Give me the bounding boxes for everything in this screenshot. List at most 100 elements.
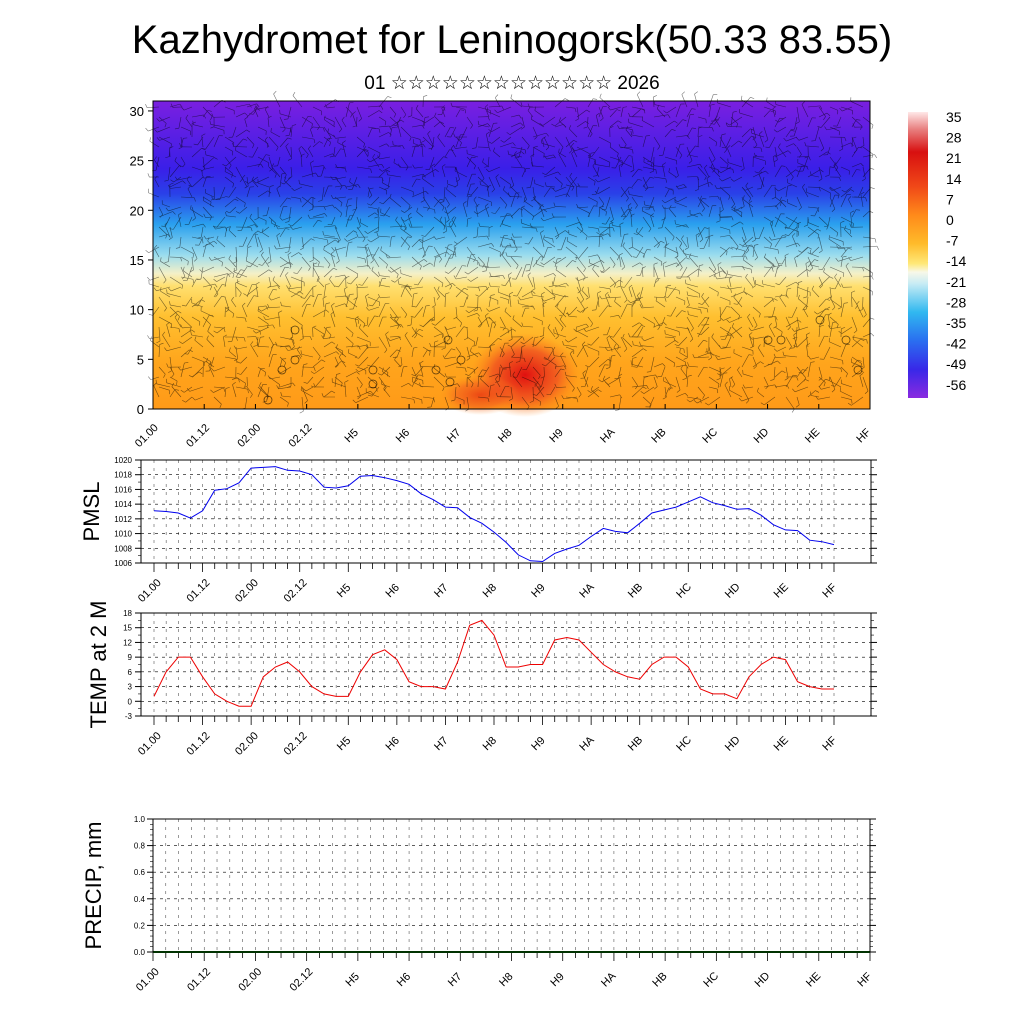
wind-barb <box>368 306 380 311</box>
wind-barb-feather <box>605 292 609 296</box>
wind-barb <box>774 256 780 267</box>
wind-barb <box>748 203 754 218</box>
wind-barb-feather <box>860 191 865 195</box>
wind-barb-feather <box>338 353 342 358</box>
wind-barb <box>396 346 402 358</box>
wind-barb-feather <box>718 213 721 218</box>
wind-barb <box>279 396 289 404</box>
wind-barb <box>158 211 173 218</box>
wind-barb-feather <box>366 247 368 252</box>
wind-barb <box>512 375 523 388</box>
wind-barb-feather <box>646 385 649 390</box>
wind-barb <box>610 106 622 111</box>
wind-barb <box>466 218 469 228</box>
wind-barb <box>378 169 387 178</box>
wind-barb-feather <box>592 265 595 270</box>
wind-barb <box>540 232 545 248</box>
wind-barb <box>670 306 677 317</box>
wind-barb-feather <box>858 146 863 149</box>
wind-barb <box>563 306 567 316</box>
wind-barb <box>301 172 316 178</box>
wind-barb <box>510 208 520 218</box>
wind-barb <box>448 266 457 274</box>
wind-barb-feather <box>639 262 644 266</box>
wind-barb <box>398 283 413 288</box>
wind-barb-feather <box>739 221 744 225</box>
wind-barb-feather <box>267 115 272 119</box>
wind-barb <box>730 266 743 268</box>
wind-barb <box>521 226 537 229</box>
wind-barb <box>719 134 723 148</box>
wind-barb-feather <box>413 399 415 404</box>
wind-barb <box>202 110 209 118</box>
wind-barb-feather <box>323 245 325 250</box>
wind-barb <box>367 146 381 154</box>
wind-barb <box>312 220 319 228</box>
wind-barb-feather <box>247 389 249 394</box>
wind-barb-feather <box>818 250 823 254</box>
wind-barb-feather <box>322 296 327 299</box>
wind-barb <box>409 286 424 290</box>
wind-barb-feather <box>379 168 383 172</box>
wind-barb <box>169 276 183 286</box>
wind-barb <box>224 166 234 174</box>
wind-barb-feather <box>719 178 723 182</box>
wind-barb <box>752 245 755 258</box>
wind-barb-feather <box>618 163 623 167</box>
calm-marker <box>763 335 773 345</box>
wind-barb-feather <box>619 222 624 225</box>
wind-barb <box>235 196 246 204</box>
wind-barb-feather <box>170 103 173 108</box>
wind-barb-feather <box>145 127 149 132</box>
wind-barb-feather <box>498 338 502 341</box>
wind-barb <box>358 327 369 338</box>
wind-barb <box>554 136 564 148</box>
wind-barb-feather <box>299 338 304 341</box>
wind-barb-feather <box>225 387 230 389</box>
wind-barb-feather <box>466 357 471 361</box>
wind-barb <box>290 291 301 298</box>
wind-barb <box>297 266 303 274</box>
wind-barb-feather <box>532 305 535 310</box>
wind-barb-feather <box>828 376 831 381</box>
wind-barb <box>242 177 248 188</box>
calm-marker <box>456 355 466 365</box>
wind-barb-feather <box>815 395 819 400</box>
wind-barb-feather <box>444 326 448 330</box>
wind-barb-feather <box>683 249 685 254</box>
wind-barb <box>830 326 842 330</box>
wind-barb-feather <box>819 105 823 110</box>
wind-barb-feather <box>225 210 230 214</box>
wind-barb-feather <box>514 248 518 253</box>
wind-barb <box>382 166 391 172</box>
wind-barb <box>244 396 248 409</box>
wind-barb <box>568 233 578 238</box>
wind-barb-feather <box>232 313 235 318</box>
wind-barb <box>840 390 853 398</box>
wind-barb-feather <box>467 193 472 196</box>
wind-barb <box>629 194 644 198</box>
wind-barb <box>466 156 476 166</box>
wind-barb <box>575 330 589 338</box>
wind-barb-feather <box>284 177 287 181</box>
wind-barb-feather <box>602 375 606 380</box>
wind-barb <box>708 156 716 170</box>
wind-barb <box>752 156 766 162</box>
wind-barb <box>510 98 523 108</box>
wind-barb-feather <box>714 184 718 189</box>
wind-barb-feather <box>507 150 509 155</box>
wind-barb-feather <box>231 151 234 156</box>
wind-barb-feather <box>715 355 719 360</box>
wind-barb <box>840 106 853 111</box>
wind-barb <box>576 109 587 118</box>
wind-barb-feather <box>175 247 180 249</box>
wind-barb <box>522 105 534 108</box>
precip-plot: 0.00.20.40.60.81.001.00 01.12 02.00 02.12 H5… <box>81 815 876 994</box>
wind-barb <box>330 253 336 268</box>
wind-barb-feather <box>831 385 836 387</box>
wind-barb-feather <box>171 382 174 387</box>
wind-barb <box>568 128 578 138</box>
wind-barb-feather <box>820 148 824 152</box>
wind-barb <box>333 246 347 251</box>
wind-barb-feather <box>172 211 176 215</box>
